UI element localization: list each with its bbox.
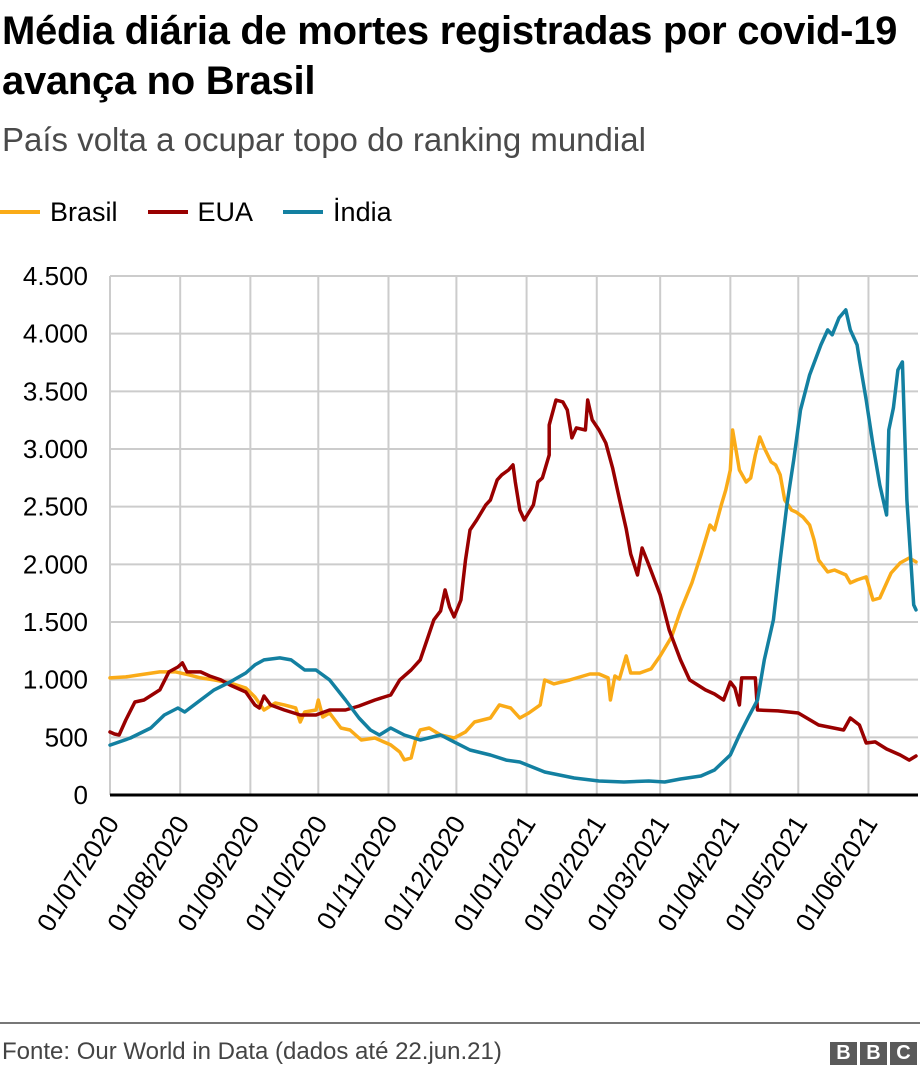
series-line-eua: [108, 398, 918, 762]
legend-label-brasil: Brasil: [50, 196, 118, 227]
y-tick-label: 0: [74, 780, 88, 810]
chart-title: Média diária de mortes registradas por c…: [2, 9, 898, 103]
footer-divider: [0, 1022, 920, 1024]
y-tick-label: 2.500: [23, 492, 88, 522]
y-tick-label: 4.500: [23, 261, 88, 291]
legend: Brasil EUA İndia: [0, 194, 422, 230]
x-axis-tick-labels: 01/07/202001/08/202001/09/202001/10/2020…: [31, 810, 884, 936]
y-tick-label: 2.000: [23, 549, 88, 579]
line-chart: 0 500 1.000 1.500 2.000 2.500 3.000 3.500 4.000 4…: [23, 261, 918, 937]
source-note: Fonte: Our World in Data (dados até 22.j…: [2, 1038, 502, 1065]
chart-subtitle: País volta a ocupar topo do ranking mund…: [2, 121, 646, 158]
series-line-india: [108, 308, 918, 784]
y-tick-label: 500: [45, 722, 88, 752]
series-line-brasil: [108, 428, 918, 762]
legend-label-india: İndia: [333, 196, 392, 227]
bbc-logo: B B C: [830, 1042, 917, 1065]
y-tick-label: 1.500: [23, 607, 88, 637]
bbc-logo-letter: B: [830, 1042, 857, 1065]
gridlines: [109, 275, 918, 795]
bbc-logo-letter: B: [860, 1042, 887, 1065]
legend-swatch-eua: [147, 210, 188, 214]
legend-label-eua: EUA: [197, 196, 254, 227]
bbc-logo-letter: C: [890, 1042, 917, 1065]
legend-item-eua: EUA: [147, 196, 254, 228]
series-lines: [108, 308, 918, 784]
legend-item-brasil: Brasil: [0, 197, 118, 228]
legend-item-india: İndia: [283, 197, 392, 228]
legend-swatch-brasil: [0, 210, 40, 214]
y-axis-tick-labels: 0 500 1.000 1.500 2.000 2.500 3.000 3.500 4.000 4…: [23, 261, 88, 810]
y-tick-label: 1.000: [23, 665, 88, 695]
y-tick-label: 3.000: [23, 434, 88, 464]
y-tick-label: 4.000: [23, 319, 88, 349]
y-tick-label: 3.500: [23, 376, 88, 406]
legend-swatch-india: [283, 210, 324, 214]
